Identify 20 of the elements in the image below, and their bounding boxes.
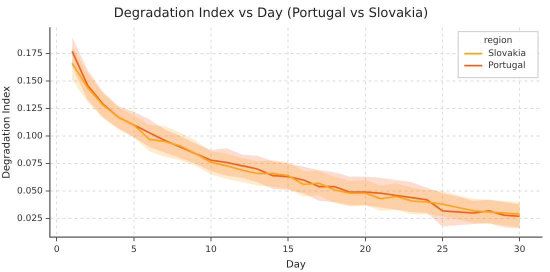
legend-label: Portugal bbox=[488, 60, 526, 71]
y-tick-label: 0.175 bbox=[17, 48, 43, 59]
y-tick-label: 0.025 bbox=[17, 214, 43, 224]
legend-label: Slovakia bbox=[488, 48, 526, 59]
x-tick-label: 25 bbox=[436, 244, 448, 255]
y-tick-label: 0.050 bbox=[17, 186, 44, 196]
y-tick-label: 0.150 bbox=[17, 76, 44, 86]
y-axis-title: Degradation Index bbox=[2, 86, 13, 179]
y-tick-label: 0.075 bbox=[17, 158, 43, 169]
legend-title: region bbox=[484, 36, 512, 46]
x-tick-label: 30 bbox=[514, 244, 526, 255]
x-tick-label: 15 bbox=[282, 244, 294, 255]
y-tick-label: 0.100 bbox=[17, 131, 44, 142]
x-tick-label: 20 bbox=[360, 244, 372, 255]
y-tick-label: 0.125 bbox=[17, 104, 43, 114]
x-tick-label: 5 bbox=[130, 244, 137, 255]
chart-title: Degradation Index vs Day (Portugal vs Slovakia) bbox=[114, 6, 428, 22]
x-tick-label: 10 bbox=[205, 244, 218, 255]
x-axis-title: Day bbox=[286, 260, 306, 271]
x-tick-label: 0 bbox=[54, 244, 60, 255]
